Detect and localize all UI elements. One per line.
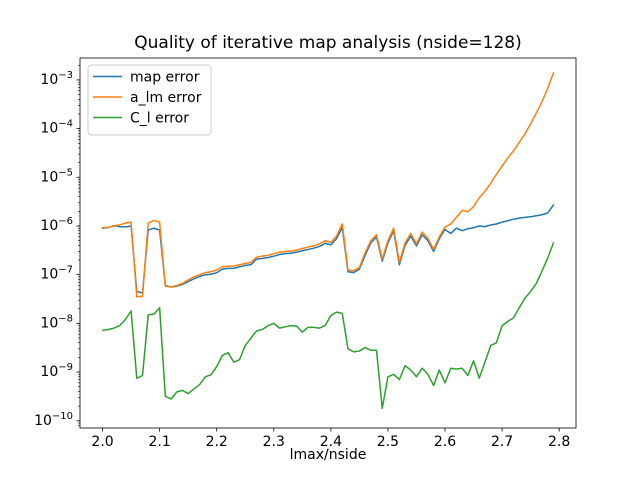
chart-title: Quality of iterative map analysis (nside…	[134, 33, 522, 53]
x-tick-label: 2.1	[148, 434, 170, 450]
y-tick-label: 10−7	[40, 265, 73, 283]
y-tick-label: 10−4	[40, 119, 73, 137]
legend: map error a_lm error C_l error	[87, 64, 212, 136]
y-tick-label: 10−6	[40, 216, 73, 234]
line-a-lm-error	[101, 72, 555, 298]
x-tick-label: 2.5	[377, 434, 399, 450]
x-tick-label: 2.7	[491, 434, 513, 450]
y-tick-label: 10−10	[34, 411, 73, 429]
legend-label-a-lm-error: a_lm error	[130, 90, 202, 106]
x-axis-label: lmax/nside	[289, 447, 367, 463]
x-tick-label: 2.2	[206, 434, 228, 450]
series-lines	[101, 72, 555, 410]
legend-label-c-l-error: C_l error	[130, 111, 189, 127]
legend-label-map-error: map error	[130, 70, 200, 86]
x-axis-ticks: 2.0 2.1 2.2 2.3 2.4 2.5 2.6 2.7 2.8	[91, 428, 570, 450]
line-map-error	[101, 204, 555, 294]
x-tick-label: 2.0	[91, 434, 113, 450]
x-tick-label: 2.3	[263, 434, 285, 450]
y-axis-ticks: 10−3 10−4 10−5 10−6 10−7 10−8 10−9 10−10	[34, 70, 80, 429]
x-tick-label: 2.8	[548, 434, 570, 450]
axes-frame	[79, 57, 577, 429]
x-tick-label: 2.6	[434, 434, 456, 450]
line-c-l-error	[101, 242, 555, 410]
y-tick-label: 10−9	[40, 362, 73, 380]
x-tick-label: 2.4	[320, 434, 342, 450]
y-tick-label: 10−5	[40, 167, 73, 185]
y-tick-label: 10−8	[40, 313, 73, 331]
y-tick-label: 10−3	[40, 70, 73, 88]
